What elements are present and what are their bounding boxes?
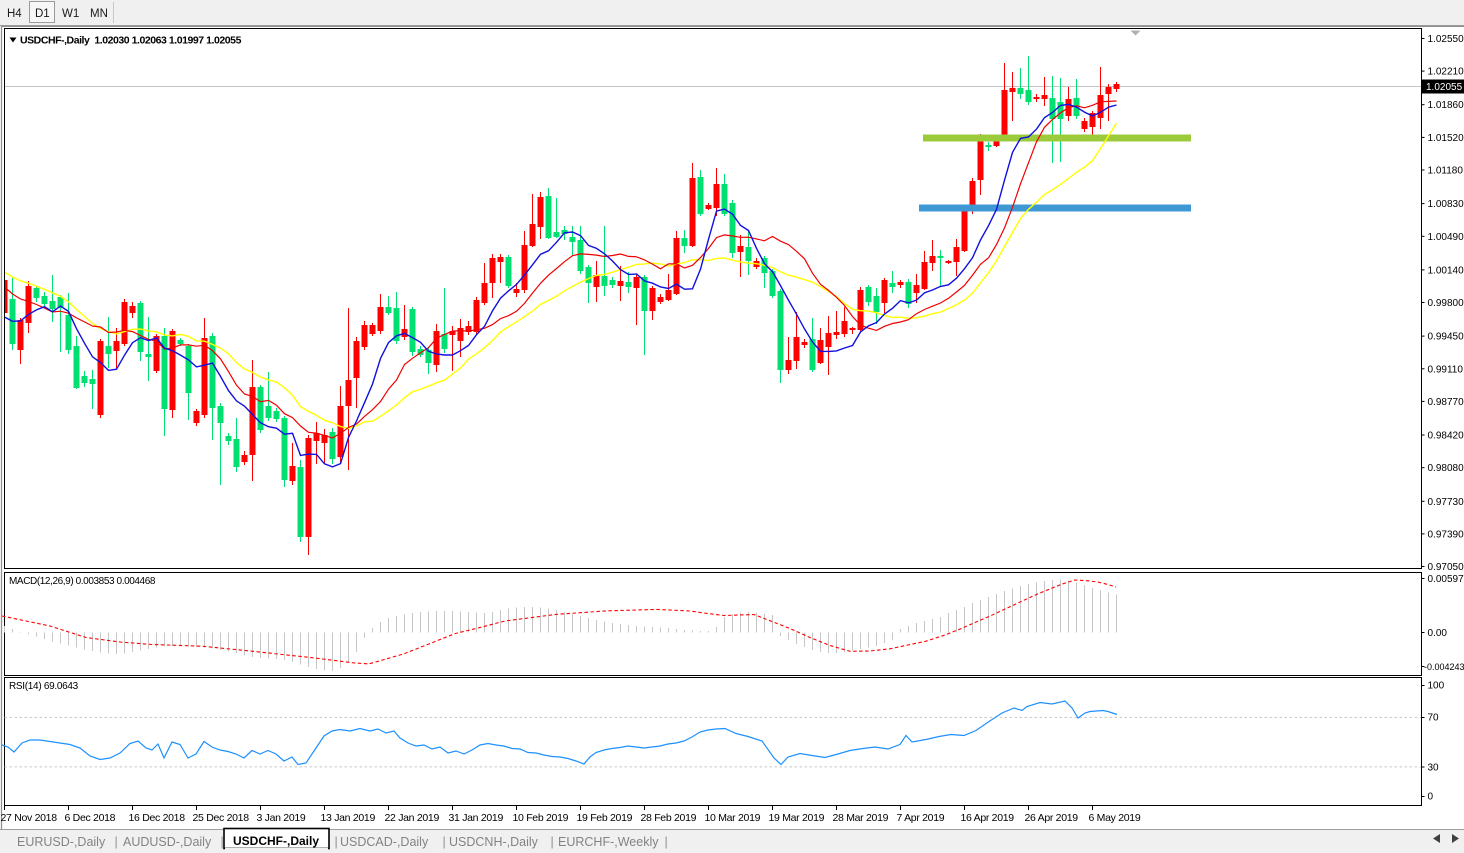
svg-text:0: 0 [1428, 792, 1434, 803]
svg-text:100: 100 [1428, 681, 1445, 692]
svg-text:EURUSD-,Daily: EURUSD-,Daily [17, 835, 106, 849]
svg-text:70: 70 [1428, 713, 1440, 724]
svg-text:MACD(12,26,9) 0.003853 0.00446: MACD(12,26,9) 0.003853 0.004468 [9, 576, 156, 587]
svg-text:28 Feb 2019: 28 Feb 2019 [641, 812, 697, 824]
svg-text:|: | [221, 835, 224, 849]
svg-text:0.98420: 0.98420 [1428, 431, 1464, 442]
svg-text:3 Jan 2019: 3 Jan 2019 [257, 812, 306, 824]
svg-text:AUDUSD-,Daily: AUDUSD-,Daily [123, 835, 212, 849]
svg-text:USDCHF-,Daily 1.02030 1.02063: USDCHF-,Daily 1.02030 1.02063 1.01997 1.… [20, 35, 242, 47]
svg-text:EURCHF-,Weekly: EURCHF-,Weekly [558, 835, 659, 849]
svg-text:28 Mar 2019: 28 Mar 2019 [833, 812, 889, 824]
svg-text:|: | [551, 835, 554, 849]
svg-text:W1: W1 [62, 8, 79, 20]
svg-text:0.00: 0.00 [1428, 628, 1448, 639]
svg-text:0.99450: 0.99450 [1428, 332, 1464, 343]
svg-text:16 Dec 2018: 16 Dec 2018 [129, 812, 186, 824]
svg-text:0.97050: 0.97050 [1428, 562, 1464, 573]
svg-text:1.01520: 1.01520 [1428, 133, 1464, 144]
svg-text:13 Jan 2019: 13 Jan 2019 [321, 812, 376, 824]
svg-text:16 Apr 2019: 16 Apr 2019 [961, 812, 1015, 824]
svg-text:0.98770: 0.98770 [1428, 397, 1464, 408]
svg-text:0.99110: 0.99110 [1428, 364, 1464, 375]
svg-text:1.00490: 1.00490 [1428, 232, 1464, 243]
svg-text:6 Dec 2018: 6 Dec 2018 [65, 812, 116, 824]
svg-text:10 Mar 2019: 10 Mar 2019 [705, 812, 761, 824]
svg-text:1.00140: 1.00140 [1428, 265, 1464, 276]
svg-text:USDCHF-,Daily: USDCHF-,Daily [233, 834, 319, 848]
svg-text:31 Jan 2019: 31 Jan 2019 [449, 812, 504, 824]
svg-text:1.02210: 1.02210 [1428, 67, 1464, 78]
svg-text:26 Apr 2019: 26 Apr 2019 [1025, 812, 1079, 824]
svg-text:USDCNH-,Daily: USDCNH-,Daily [449, 835, 539, 849]
svg-text:7 Apr 2019: 7 Apr 2019 [897, 812, 945, 824]
svg-text:1.02550: 1.02550 [1428, 34, 1464, 45]
svg-text:0.97390: 0.97390 [1428, 529, 1464, 540]
svg-text:D1: D1 [35, 8, 50, 20]
svg-text:1.00830: 1.00830 [1428, 199, 1464, 210]
svg-text:H4: H4 [7, 8, 22, 20]
svg-text:USDCAD-,Daily: USDCAD-,Daily [340, 835, 429, 849]
svg-text:22 Jan 2019: 22 Jan 2019 [385, 812, 440, 824]
svg-text:|: | [335, 835, 338, 849]
svg-text:RSI(14) 69.0643: RSI(14) 69.0643 [9, 681, 79, 692]
svg-text:30: 30 [1428, 763, 1440, 774]
svg-text:25 Dec 2018: 25 Dec 2018 [193, 812, 250, 824]
svg-text:1.02055: 1.02055 [1426, 82, 1463, 93]
svg-text:|: | [665, 835, 668, 849]
svg-text:|: | [443, 835, 446, 849]
svg-text:19 Mar 2019: 19 Mar 2019 [769, 812, 825, 824]
svg-text:0.97730: 0.97730 [1428, 497, 1464, 508]
svg-text:1.01860: 1.01860 [1428, 100, 1464, 111]
svg-text:0.99800: 0.99800 [1428, 298, 1464, 309]
svg-text:-0.004243: -0.004243 [1424, 662, 1464, 672]
svg-text:6 May 2019: 6 May 2019 [1089, 812, 1141, 824]
svg-text:MN: MN [90, 8, 108, 20]
svg-text:0.98080: 0.98080 [1428, 463, 1464, 474]
svg-text:19 Feb 2019: 19 Feb 2019 [577, 812, 633, 824]
svg-text:27 Nov 2018: 27 Nov 2018 [1, 812, 58, 824]
svg-text:|: | [115, 835, 118, 849]
svg-text:0.00597: 0.00597 [1428, 574, 1464, 585]
svg-text:10 Feb 2019: 10 Feb 2019 [513, 812, 569, 824]
svg-text:1.01180: 1.01180 [1428, 166, 1464, 177]
